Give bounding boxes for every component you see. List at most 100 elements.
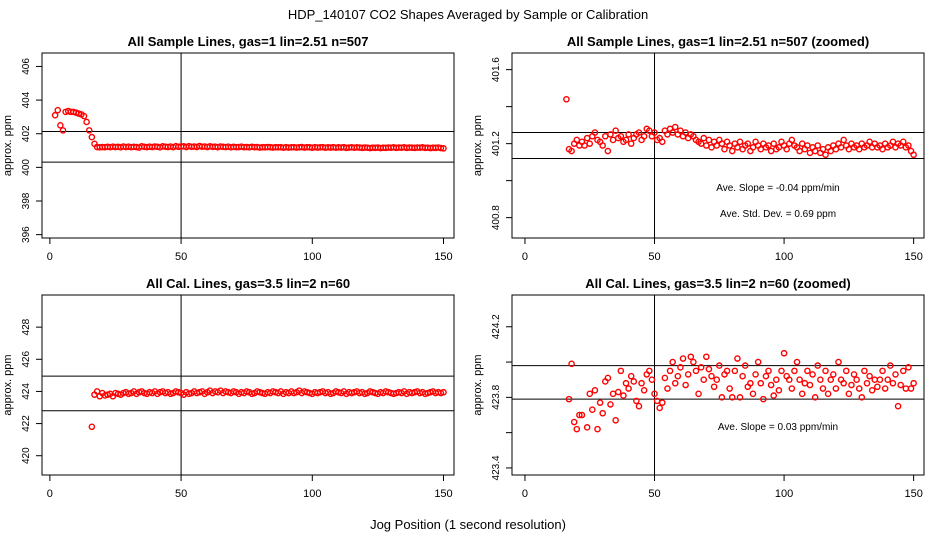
data-point: [612, 127, 619, 134]
data-point: [630, 378, 638, 385]
data-point: [736, 138, 744, 146]
data-point: [695, 390, 702, 398]
data-point: [708, 372, 715, 380]
data-point: [617, 132, 625, 140]
data-point: [884, 376, 892, 384]
chart-panels: All Sample Lines, gas=1 lin=2.51 n=507 ap…: [2, 34, 925, 500]
data-point: [731, 367, 739, 375]
data-point: [855, 385, 863, 392]
data-point: [565, 395, 573, 403]
data-point: [899, 367, 907, 375]
data-point: [879, 367, 886, 375]
data-point: [633, 397, 640, 405]
data-point: [674, 372, 682, 380]
data-point: [713, 376, 721, 384]
data-point: [563, 95, 570, 103]
y-tick-label: 424.2: [491, 314, 502, 339]
data-point: [788, 385, 796, 392]
data-point: [640, 386, 648, 394]
data-point: [88, 133, 96, 141]
data-point: [697, 364, 705, 371]
y-tick-label: 402: [21, 125, 32, 142]
data-point: [796, 376, 803, 384]
y-tick-label: 428: [21, 318, 32, 335]
data-point: [576, 411, 583, 419]
data-point: [798, 390, 806, 398]
data-point: [767, 381, 775, 389]
data-point: [770, 140, 778, 147]
data-point: [625, 385, 632, 392]
data-point: [658, 138, 666, 146]
data-point: [762, 372, 770, 380]
data-point: [601, 132, 609, 140]
data-point: [57, 122, 64, 129]
y-tick-label: 401.2: [491, 131, 502, 156]
data-point: [747, 379, 754, 387]
data-point: [881, 385, 889, 392]
data-point: [54, 106, 62, 114]
data-point: [887, 362, 894, 369]
data-point: [767, 147, 775, 155]
data-point: [824, 390, 832, 398]
data-point: [586, 140, 594, 147]
data-point: [822, 367, 829, 375]
data-point: [568, 360, 575, 368]
data-point: [669, 358, 676, 366]
data-point: [718, 394, 726, 401]
x-tick-label: 100: [775, 251, 793, 263]
annotation-text: Ave. Std. Dev. = 0.69 ppm: [720, 209, 836, 220]
x-tick-label: 50: [648, 251, 660, 263]
data-point: [440, 388, 447, 396]
data-point: [679, 355, 687, 362]
data-point: [721, 145, 728, 153]
x-tick-label: 150: [434, 488, 452, 500]
data-point: [793, 358, 801, 366]
data-point: [604, 374, 612, 382]
y-tick-label: 401.6: [491, 57, 502, 82]
panel-title: All Sample Lines, gas=1 lin=2.51 n=507: [128, 34, 369, 49]
chart-panel-4: All Cal. Lines, gas=3.5 lin=2 n=60 (zoom…: [472, 276, 925, 500]
data-point: [801, 379, 809, 387]
data-point: [840, 379, 847, 387]
data-point: [910, 151, 917, 159]
y-tick-label: 424: [21, 383, 32, 400]
x-tick-label: 0: [47, 251, 53, 263]
data-point: [437, 144, 445, 152]
data-point: [617, 367, 625, 375]
data-point: [690, 358, 697, 366]
data-point: [59, 127, 67, 134]
data-point: [440, 145, 447, 152]
chart-panel-3: All Cal. Lines, gas=3.5 lin=2 n=60 approx…: [2, 276, 455, 500]
data-point: [715, 362, 723, 369]
y-axis-label: approx. ppm: [472, 354, 484, 415]
data-point: [814, 362, 822, 369]
x-tick-label: 150: [904, 251, 922, 263]
data-point: [635, 402, 643, 410]
data-point: [822, 151, 829, 159]
data-point: [907, 385, 915, 392]
data-point: [749, 390, 757, 398]
data-point: [868, 386, 876, 394]
x-tick-label: 0: [522, 251, 528, 263]
data-point: [871, 376, 879, 384]
y-tick-label: 422: [21, 415, 32, 432]
y-axis-label: approx. ppm: [2, 115, 14, 176]
annotation-text: Ave. Slope = -0.04 ppm/min: [716, 183, 840, 194]
data-point: [811, 394, 819, 401]
data-point: [705, 136, 713, 144]
x-tick-label: 0: [522, 488, 528, 500]
y-axis-label: approx. ppm: [2, 354, 14, 415]
data-point: [627, 140, 635, 147]
data-point: [728, 147, 736, 155]
data-point: [578, 411, 586, 419]
data-point: [661, 374, 669, 382]
data-point: [708, 144, 715, 151]
data-point: [892, 371, 899, 378]
data-point: [646, 367, 653, 375]
data-point: [905, 142, 912, 149]
data-point: [734, 355, 741, 362]
data-point: [899, 138, 907, 146]
data-point: [666, 367, 674, 375]
data-point: [607, 401, 614, 408]
data-point: [687, 353, 695, 361]
